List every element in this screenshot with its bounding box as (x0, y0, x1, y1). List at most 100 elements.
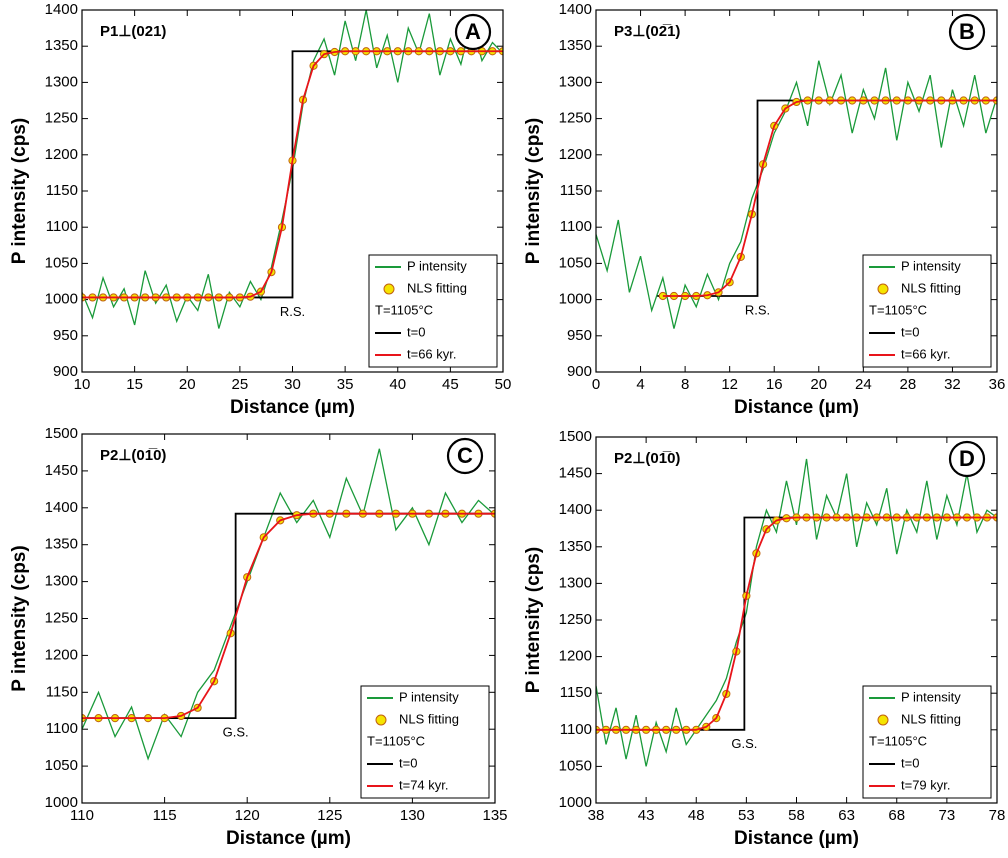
x-tick-label: 130 (400, 807, 425, 824)
plot-frame (81, 9, 504, 373)
x-tick-label: 58 (788, 807, 805, 824)
x-tick-label: 20 (179, 376, 196, 393)
panel-letter: A (465, 19, 481, 44)
y-tick-label: 1400 (45, 1, 78, 18)
x-tick-label: 68 (888, 807, 905, 824)
x-tick-label: 32 (944, 376, 961, 393)
panel: 38 43 48 53 58 63 68 73 78 1000 1050 1100 1150 1200 12… (523, 428, 1005, 849)
x-tick-label: 8 (681, 376, 689, 393)
x-tick-label: 40 (389, 376, 406, 393)
y-tick-label: 1050 (559, 254, 592, 271)
plot-area (596, 458, 997, 767)
legend-label: P intensity (407, 258, 467, 273)
y-tick-label: 1300 (559, 73, 592, 90)
y-axis-label: P intensity (cps) (9, 545, 30, 691)
y-axis-label: P intensity (cps) (523, 118, 544, 264)
x-tick-label: 53 (738, 807, 755, 824)
y-tick-label: 1000 (45, 794, 78, 811)
y-tick-label: 1200 (559, 146, 592, 163)
x-tick-label: 36 (989, 376, 1006, 393)
x-tick-label: 24 (855, 376, 872, 393)
x-tick-label: 16 (766, 376, 783, 393)
y-tick-label: 1050 (45, 757, 78, 774)
annotation: G.S. (223, 725, 249, 740)
x-tick-label: 20 (810, 376, 827, 393)
x-tick-label: 110 (70, 807, 94, 824)
panel-subtitle: P1⊥(021) (100, 23, 166, 40)
x-tick-label: 48 (688, 807, 705, 824)
legend-label: t=0 (901, 324, 919, 339)
y-tick-label: 1100 (46, 218, 78, 235)
y-tick-label: 1150 (560, 182, 592, 199)
legend-note: T=1105°C (375, 302, 433, 317)
x-tick-label: 125 (317, 807, 342, 824)
legend-swatch (877, 283, 889, 295)
x-tick-label: 50 (495, 376, 512, 393)
y-tick-label: 1150 (560, 684, 592, 701)
panel-subtitle: P2⊥(01̅0) (614, 450, 680, 467)
annotation: R.S. (280, 304, 305, 319)
x-tick-label: 73 (939, 807, 956, 824)
plot-frame (595, 436, 998, 804)
panel-letter: B (959, 19, 975, 44)
legend-swatch (877, 714, 889, 726)
x-tick-label: 120 (235, 807, 260, 824)
y-tick-label: 1000 (45, 291, 78, 308)
y-tick-label: 1450 (559, 465, 592, 482)
legend-label: NLS fitting (901, 711, 961, 726)
y-tick-label: 950 (567, 327, 592, 344)
annotation: G.S. (731, 736, 757, 751)
y-tick-label: 1150 (46, 182, 78, 199)
x-tick-label: 25 (232, 376, 249, 393)
y-tick-label: 1100 (46, 720, 78, 737)
series-line (82, 50, 503, 299)
legend-box (360, 685, 490, 799)
x-tick-label: 45 (442, 376, 459, 393)
y-tick-label: 1400 (559, 1, 592, 18)
y-tick-label: 1000 (559, 794, 592, 811)
x-axis-label: Distance (µm) (734, 397, 859, 418)
y-tick-label: 1350 (559, 37, 592, 54)
x-axis-label: Distance (µm) (226, 828, 351, 849)
y-tick-label: 1500 (45, 425, 78, 442)
legend-label: t=79 kyr. (901, 777, 951, 792)
plot-frame (595, 9, 998, 373)
x-tick-label: 28 (900, 376, 917, 393)
x-tick-label: 135 (482, 807, 507, 824)
panel-letter: D (959, 446, 975, 471)
plot-area (82, 10, 503, 329)
y-tick-label: 1300 (559, 574, 592, 591)
annotation: R.S. (745, 302, 770, 317)
x-tick-label: 0 (592, 376, 600, 393)
legend-label: P intensity (901, 258, 961, 273)
series-line (596, 60, 997, 329)
y-tick-label: 1350 (45, 536, 78, 553)
series-line (596, 516, 997, 731)
legend-label: P intensity (901, 689, 961, 704)
series-line (82, 512, 495, 720)
series-line (596, 458, 997, 767)
series-line (82, 448, 495, 761)
y-tick-label: 1150 (46, 683, 78, 700)
x-axis-label: Distance (µm) (230, 397, 355, 418)
x-tick-label: 15 (126, 376, 143, 393)
plot-area (82, 448, 495, 761)
panel: 110 115 120 125 130 135 1000 1050 1100 1150 1200 12… (9, 425, 508, 849)
y-tick-label: 1200 (559, 648, 592, 665)
y-axis-label: P intensity (cps) (523, 547, 544, 693)
legend-box (368, 254, 498, 368)
legend-label: P intensity (399, 689, 459, 704)
y-tick-label: 1300 (45, 73, 78, 90)
y-tick-label: 1250 (45, 609, 78, 626)
x-tick-label: 43 (638, 807, 655, 824)
y-tick-label: 900 (567, 363, 592, 380)
legend-note: T=1105°C (869, 733, 927, 748)
y-tick-label: 1250 (559, 110, 592, 127)
y-tick-label: 1200 (45, 146, 78, 163)
legend-label: t=0 (901, 755, 919, 770)
x-tick-label: 12 (721, 376, 738, 393)
legend-note: T=1105°C (869, 302, 927, 317)
legend-label: t=74 kyr. (399, 777, 449, 792)
legend-label: NLS fitting (399, 711, 459, 726)
